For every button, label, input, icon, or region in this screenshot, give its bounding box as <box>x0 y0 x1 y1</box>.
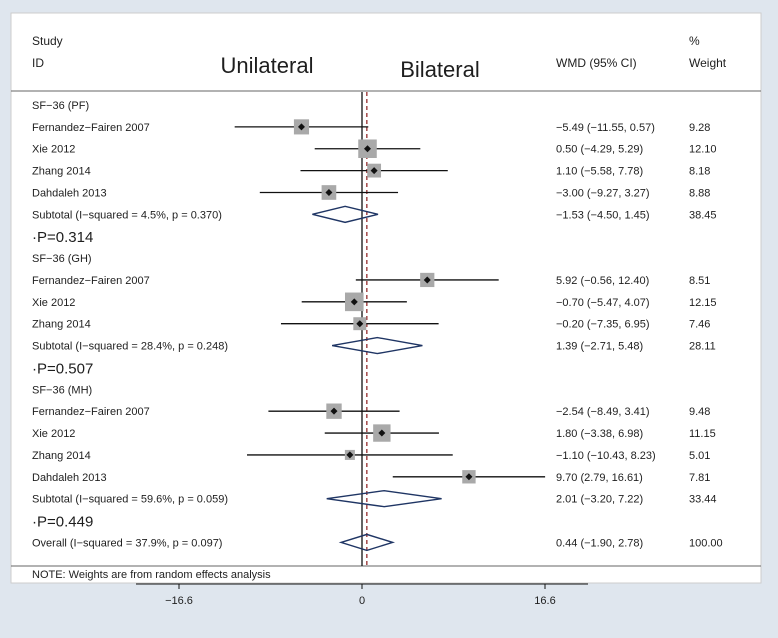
weight-value: 8.88 <box>689 187 710 199</box>
forest-rows: SF−36 (PF) Fernandez−Fairen 2007 −5.49 (−1… <box>32 92 723 566</box>
subtotal-label: Subtotal (I−squared = 4.5%, p = 0.370) <box>32 209 222 221</box>
study-label: Fernandez−Fairen 2007 <box>32 406 150 418</box>
point-estimate <box>330 407 338 415</box>
ci-value: 1.80 (−3.38, 6.98) <box>556 428 643 440</box>
footnote: NOTE: Weights are from random effects an… <box>32 569 271 581</box>
study-label: Xie 2012 <box>32 297 75 309</box>
weight-value: 11.15 <box>689 428 716 440</box>
ci-value: 9.70 (2.79, 16.61) <box>556 472 643 484</box>
header-percent: % <box>689 34 700 48</box>
ci-value: 0.50 (−4.29, 5.29) <box>556 144 643 156</box>
ci-value: 0.44 (−1.90, 2.78) <box>556 537 643 549</box>
ci-value: −5.49 (−11.55, 0.57) <box>556 122 655 134</box>
ci-value: 5.92 (−0.56, 12.40) <box>556 275 649 287</box>
point-estimate <box>378 429 386 437</box>
x-axis: −16.6 0 16.6 <box>136 583 588 607</box>
group-label: SF−36 (PF) <box>32 100 89 112</box>
ci-value: −0.20 (−7.35, 6.95) <box>556 319 650 331</box>
weight-value: 8.51 <box>689 275 710 287</box>
overall-diamond <box>338 533 396 552</box>
study-label: Zhang 2014 <box>32 450 91 462</box>
point-estimate <box>364 145 372 153</box>
header-wmd: WMD (95% CI) <box>556 56 637 70</box>
plot-panel <box>10 12 762 584</box>
point-estimate <box>465 473 473 481</box>
header-weight: Weight <box>689 56 727 70</box>
study-label: Xie 2012 <box>32 428 75 440</box>
subtotal-label: Subtotal (I−squared = 28.4%, p = 0.248) <box>32 341 228 353</box>
study-label: Dahdaleh 2013 <box>32 187 107 199</box>
weight-value: 5.01 <box>689 450 710 462</box>
weight-value: 9.28 <box>689 122 710 134</box>
point-estimate <box>297 123 305 131</box>
weight-value: 7.81 <box>689 472 710 484</box>
weight-value: 28.11 <box>689 341 716 353</box>
group-p-value: ·P=0.507 <box>32 360 93 377</box>
point-estimate <box>350 298 358 306</box>
point-estimate <box>346 451 354 459</box>
ci-value: −1.53 (−4.50, 1.45) <box>556 209 650 221</box>
subtotal-label: Subtotal (I−squared = 59.6%, p = 0.059) <box>32 494 228 506</box>
group-label: SF−36 (MH) <box>32 384 92 396</box>
weight-value: 12.15 <box>689 297 717 309</box>
study-label: Zhang 2014 <box>32 319 91 331</box>
overall-label: Overall (I−squared = 37.9%, p = 0.097) <box>32 537 222 549</box>
study-label: Zhang 2014 <box>32 166 91 178</box>
header-id: ID <box>32 56 44 70</box>
study-label: Fernandez−Fairen 2007 <box>32 122 150 134</box>
point-estimate <box>325 188 333 196</box>
subtotal-diamond <box>332 336 423 355</box>
weight-value: 9.48 <box>689 406 710 418</box>
weight-value: 38.45 <box>689 209 717 221</box>
study-label: Xie 2012 <box>32 144 75 156</box>
point-estimate <box>370 167 378 175</box>
weight-value: 8.18 <box>689 166 710 178</box>
label-unilateral: Unilateral <box>221 53 314 78</box>
ci-value: −0.70 (−5.47, 4.07) <box>556 297 650 309</box>
x-tick-label: 16.6 <box>534 595 555 607</box>
ci-value: −3.00 (−9.27, 3.27) <box>556 187 650 199</box>
group-label: SF−36 (GH) <box>32 253 92 265</box>
ci-value: 2.01 (−3.20, 7.22) <box>556 494 643 506</box>
point-estimate <box>356 320 364 328</box>
ci-value: 1.10 (−5.58, 7.78) <box>556 166 643 178</box>
study-label: Dahdaleh 2013 <box>32 472 107 484</box>
weight-value: 100.00 <box>689 537 723 549</box>
group-p-value: ·P=0.449 <box>32 514 93 531</box>
x-tick-label: 0 <box>359 595 365 607</box>
label-bilateral: Bilateral <box>400 57 479 82</box>
x-tick-label: −16.6 <box>165 595 193 607</box>
group-p-value: ·P=0.314 <box>32 229 93 246</box>
weight-value: 7.46 <box>689 319 710 331</box>
point-estimate <box>423 276 431 284</box>
header-study: Study <box>32 34 63 48</box>
ci-value: 1.39 (−2.71, 5.48) <box>556 341 643 353</box>
ci-value: −1.10 (−10.43, 8.23) <box>556 450 656 462</box>
weight-value: 33.44 <box>689 494 717 506</box>
subtotal-diamond <box>326 489 442 508</box>
weight-value: 12.10 <box>689 144 717 156</box>
study-label: Fernandez−Fairen 2007 <box>32 275 150 287</box>
ci-value: −2.54 (−8.49, 3.41) <box>556 406 650 418</box>
subtotal-diamond <box>312 205 379 224</box>
